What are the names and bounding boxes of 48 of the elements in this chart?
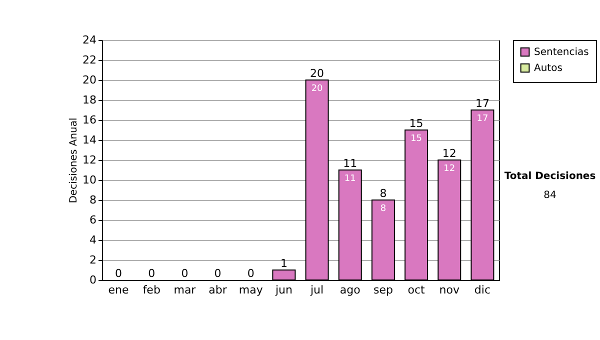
y-tick-label: 24	[82, 34, 96, 46]
y-tick-label: 14	[82, 134, 96, 146]
y-tick-label: 22	[82, 54, 96, 66]
y-tick-label: 6	[90, 214, 96, 226]
text: Total Decisiones	[503, 171, 597, 182]
x-tick-label: ene	[108, 284, 130, 296]
total-label: 0	[148, 267, 156, 280]
text: 84	[542, 190, 558, 201]
x-tick-label: feb	[142, 284, 160, 296]
x-tick-label: may	[238, 284, 264, 296]
total-label: 8	[380, 187, 387, 200]
total-label: 1	[280, 257, 288, 270]
y-tick-label: 8	[90, 194, 96, 206]
total-label: 17	[475, 97, 490, 110]
data-label: 12	[444, 164, 456, 174]
x-tick-label: jul	[309, 284, 324, 296]
legend-label: Sentencias	[534, 47, 589, 58]
y-tick-label: 2	[90, 254, 96, 266]
x-tick-label: mar	[174, 284, 196, 296]
y-tick-label: 20	[82, 74, 96, 86]
data-label: 20	[311, 84, 324, 94]
x-tick-label: dic	[474, 284, 491, 296]
total-label: 15	[409, 117, 424, 130]
total-label: 12	[442, 147, 456, 160]
y-axis-title: Decisiones Anual	[68, 118, 80, 204]
total-label: 0	[247, 267, 254, 280]
data-label: 11	[344, 174, 356, 184]
legend-label: Autos	[534, 63, 562, 74]
y-tick-label: 4	[90, 234, 96, 246]
y-tick-label: 10	[82, 174, 96, 186]
x-tick-label: oct	[408, 284, 426, 296]
data-label: 17	[476, 114, 488, 124]
y-tick-label: 12	[82, 154, 96, 166]
x-tick-label: abr	[208, 284, 228, 296]
x-tick-label: jun	[274, 284, 292, 296]
y-tick-label: 0	[90, 274, 96, 286]
total-label: 0	[214, 267, 222, 280]
total-label: 11	[343, 157, 358, 170]
total-label: 20	[310, 67, 324, 80]
x-tick-label: sep	[373, 284, 393, 296]
data-label: 15	[410, 134, 422, 144]
data-label: 8	[380, 204, 386, 214]
y-tick-label: 16	[82, 114, 96, 126]
total-label: 0	[181, 267, 188, 280]
y-tick-label: 18	[82, 94, 96, 106]
x-tick-label: nov	[439, 284, 460, 296]
x-tick-label: ago	[340, 284, 361, 296]
total-label: 0	[115, 267, 122, 280]
